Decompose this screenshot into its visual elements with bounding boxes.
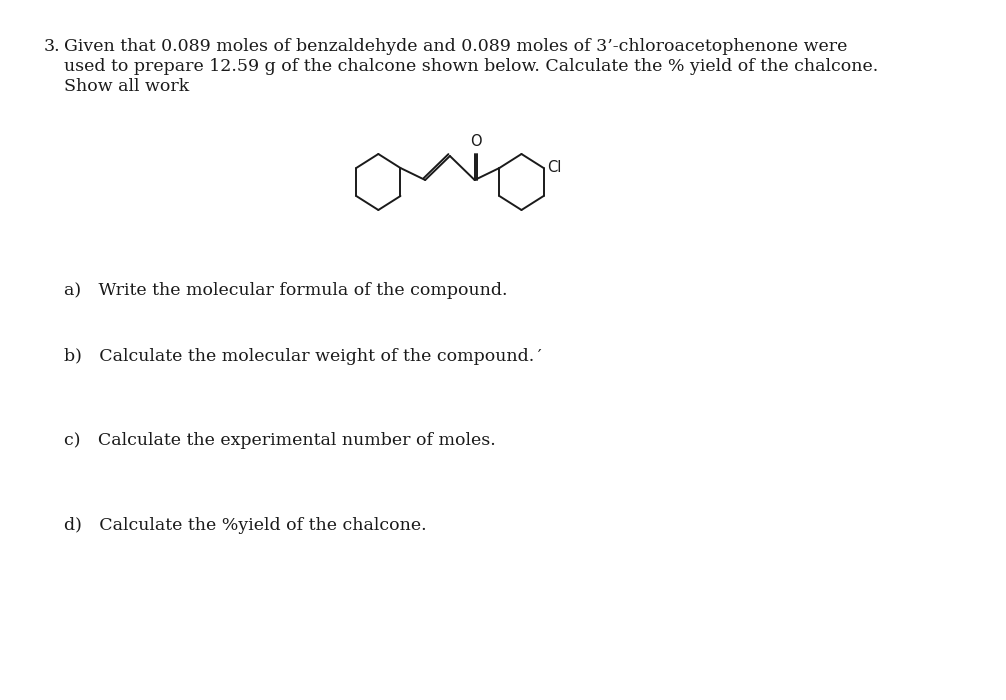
Text: b) Calculate the molecular weight of the compound. ′: b) Calculate the molecular weight of the…	[63, 348, 541, 365]
Text: O: O	[470, 134, 482, 149]
Text: c) Calculate the experimental number of moles.: c) Calculate the experimental number of …	[63, 432, 496, 449]
Text: d) Calculate the %yield of the chalcone.: d) Calculate the %yield of the chalcone.	[63, 517, 427, 534]
Text: Cl: Cl	[547, 160, 561, 176]
Text: a) Write the molecular formula of the compound.: a) Write the molecular formula of the co…	[63, 282, 507, 299]
Text: Given that 0.089 moles of benzaldehyde and 0.089 moles of 3’-chloroacetophenone : Given that 0.089 moles of benzaldehyde a…	[63, 38, 847, 55]
Text: 3.: 3.	[43, 38, 60, 55]
Text: used to prepare 12.59 g of the chalcone shown below. Calculate the % yield of th: used to prepare 12.59 g of the chalcone …	[63, 58, 878, 75]
Text: Show all work: Show all work	[63, 78, 189, 95]
